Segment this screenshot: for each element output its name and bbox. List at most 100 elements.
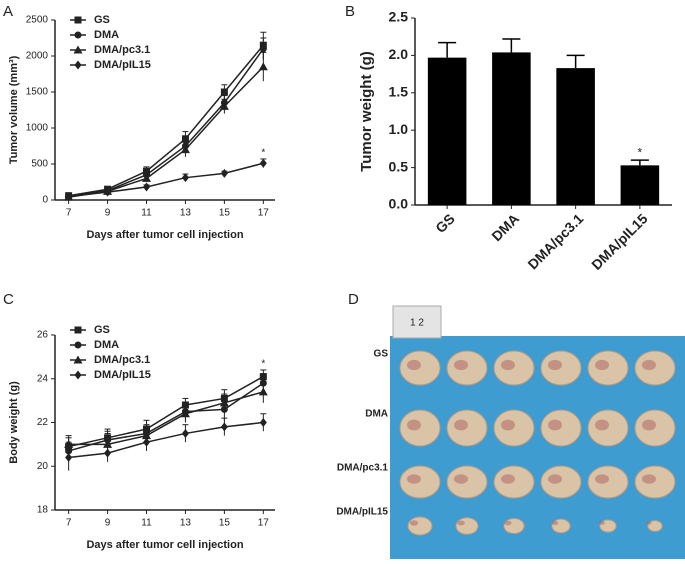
marker <box>142 173 152 182</box>
y-tick-label: 1.5 <box>389 84 409 100</box>
tumor <box>587 350 629 386</box>
tumor-spot <box>454 419 468 431</box>
marker <box>259 158 267 168</box>
marker <box>180 409 190 418</box>
marker <box>74 370 82 380</box>
marker <box>180 145 190 154</box>
marker <box>73 355 83 364</box>
x-tick-label: 11 <box>141 208 152 219</box>
tumor-spot <box>409 520 419 526</box>
row-label: GS <box>374 349 389 360</box>
marker <box>259 418 267 427</box>
tumor <box>493 465 535 499</box>
y-axis-title: Tumor weight (g) <box>358 51 375 172</box>
bar <box>427 57 467 206</box>
series-line <box>68 44 264 197</box>
legend-label: DMA/pc3.1 <box>94 44 150 56</box>
y-tick-label: 2.5 <box>389 9 409 25</box>
x-tick-label: 7 <box>66 518 72 529</box>
tumor <box>493 350 535 386</box>
x-tick-label: 15 <box>219 208 231 219</box>
x-tick-label: 13 <box>180 208 192 219</box>
tumor <box>587 409 629 447</box>
tumor-spot <box>595 474 609 484</box>
tumor-spot <box>642 474 656 484</box>
x-axis-title: Days after tumor cell injection <box>86 229 243 241</box>
tumor-spot <box>454 359 468 371</box>
tumor <box>407 516 433 536</box>
marker <box>219 398 229 407</box>
bar <box>620 165 660 205</box>
tumor-spot <box>642 419 656 431</box>
tumor <box>587 465 629 499</box>
series-line <box>68 48 264 198</box>
tumor-spot <box>454 474 468 484</box>
panel-letter: B <box>345 3 355 20</box>
panel-letter: A <box>3 3 13 20</box>
panel-d-photo: 1 2 D GS DMA DMA/pc3.1 DMA/pIL15 <box>336 291 685 559</box>
tumor-spot <box>501 474 515 484</box>
y-tick-label: 500 <box>31 159 48 170</box>
annotation: * <box>261 148 265 159</box>
x-tick-label: 9 <box>105 208 111 219</box>
tumor-spot <box>548 419 562 431</box>
panel-letter: D <box>348 291 359 308</box>
x-tick-label: 7 <box>66 208 72 219</box>
y-tick-label: 20 <box>37 461 49 472</box>
series-line <box>68 391 264 446</box>
marker <box>258 62 268 71</box>
y-tick-label: 18 <box>37 505 49 516</box>
y-tick-label: 2.0 <box>389 46 409 62</box>
marker <box>104 448 112 458</box>
tumor-spot <box>501 359 515 371</box>
x-tick-label: GS <box>432 210 458 236</box>
y-tick-label: 2500 <box>26 15 49 26</box>
bar <box>492 52 531 205</box>
tumor-spot <box>548 359 562 371</box>
marker <box>73 45 83 54</box>
x-tick-label: 9 <box>105 518 111 529</box>
tumor <box>540 350 582 386</box>
legend-label: DMA/pc3.1 <box>94 354 150 366</box>
ruler-label: 1 2 <box>410 318 424 329</box>
y-tick-label: 2000 <box>26 51 49 62</box>
tumor-spot <box>646 521 652 525</box>
tumor-spot <box>457 520 465 526</box>
marker <box>143 437 151 447</box>
tumor <box>503 517 525 535</box>
tumor <box>399 409 441 447</box>
legend-label: DMA/pIL15 <box>94 59 151 71</box>
marker <box>181 173 189 183</box>
marker <box>74 16 82 24</box>
x-tick-label: DMA/pIL15 <box>588 210 651 273</box>
y-axis-title: Tumor volume (mm³) <box>8 55 20 164</box>
tumor <box>634 350 676 386</box>
ruler <box>392 305 442 339</box>
legend-label: GS <box>94 324 110 336</box>
tumor <box>446 409 488 447</box>
marker <box>74 341 82 349</box>
y-tick-label: 1500 <box>26 87 49 98</box>
tumor <box>634 409 676 447</box>
legend-label: DMA <box>94 29 119 41</box>
marker <box>65 453 73 462</box>
tumor <box>540 409 582 447</box>
series-line <box>68 382 264 452</box>
y-tick-label: 1.0 <box>389 121 409 137</box>
y-axis-title: Body weight (g) <box>8 381 20 464</box>
x-axis-title: Days after tumor cell injection <box>86 539 243 551</box>
tumor-spot <box>501 419 515 431</box>
series-line <box>68 375 264 448</box>
x-tick-label: 11 <box>141 518 152 529</box>
row-label: DMA/pc3.1 <box>337 463 389 474</box>
marker <box>74 31 82 39</box>
tumor-spot <box>551 520 559 526</box>
marker <box>74 60 82 70</box>
y-tick-label: 1000 <box>26 123 49 134</box>
x-tick-label: 15 <box>219 518 231 529</box>
tumors <box>399 350 676 536</box>
series-line <box>68 162 264 198</box>
marker <box>104 187 112 197</box>
tumor <box>540 465 582 499</box>
